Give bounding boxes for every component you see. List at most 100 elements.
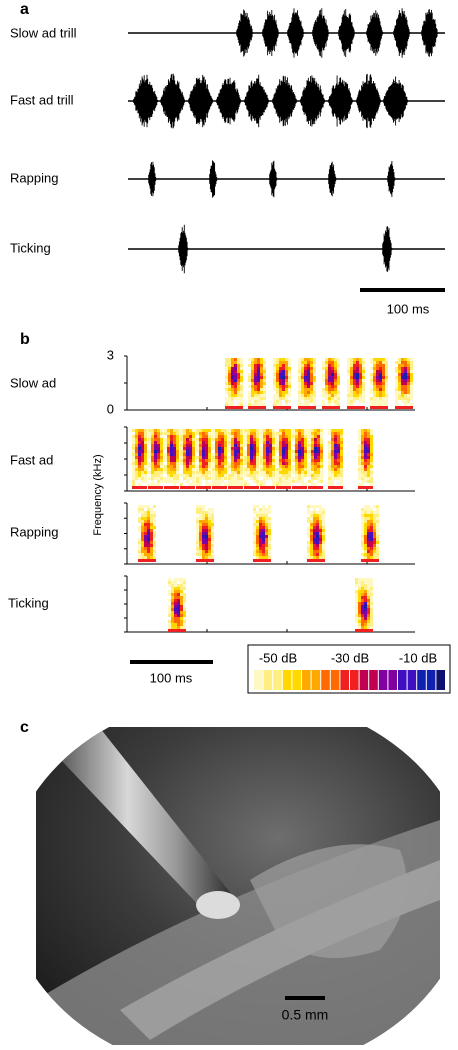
spectro-cell — [328, 376, 331, 379]
spectro-cell — [304, 474, 307, 477]
spectro-cell — [373, 514, 376, 517]
spectro-cell — [310, 523, 313, 526]
spectro-cell — [153, 550, 156, 553]
spectro-cell — [282, 438, 285, 441]
spectro-cell — [167, 471, 170, 474]
spectro-cell — [248, 385, 251, 388]
spectro-cell — [276, 391, 279, 394]
spectro-cell — [263, 376, 266, 379]
spectro-cell — [331, 477, 334, 480]
spectro-cell — [337, 382, 340, 385]
spectro-cell — [256, 505, 259, 508]
spectro-cell — [215, 441, 218, 444]
spectro-cell — [173, 462, 176, 465]
spectro-cell — [176, 453, 179, 456]
spectro-cell — [168, 611, 171, 614]
spectro-cell — [331, 480, 334, 483]
spectro-cell — [225, 397, 228, 400]
spectro-cell — [205, 447, 208, 450]
spectro-cell — [322, 550, 325, 553]
spectro-cell — [192, 486, 195, 489]
spectro-cell — [196, 438, 199, 441]
spectro-cell — [256, 547, 259, 550]
spectro-cell — [370, 447, 373, 450]
spectro-cell — [276, 403, 279, 406]
spectro-cell — [358, 614, 361, 617]
spectro-cell — [256, 511, 259, 514]
spectro-cell — [276, 400, 279, 403]
spectro-cell — [199, 459, 202, 462]
spectro-cell — [224, 477, 227, 480]
spectro-cell — [144, 541, 147, 544]
spectro-cell — [295, 441, 298, 444]
spectro-cell — [325, 394, 328, 397]
spectro-cell — [361, 620, 364, 623]
spectro-cell — [186, 456, 189, 459]
spectro-cell — [307, 505, 310, 508]
spectro-cell — [316, 517, 319, 520]
spectro-cell — [276, 456, 279, 459]
spectro-cell — [331, 388, 334, 391]
spectro-cell — [154, 429, 157, 432]
spectro-cell — [282, 468, 285, 471]
spectro-cell — [144, 474, 147, 477]
spectro-cell — [273, 385, 276, 388]
spectro-cell — [256, 459, 259, 462]
spectro-cell — [212, 486, 215, 489]
spectro-cell — [279, 468, 282, 471]
spectro-cell — [373, 364, 376, 367]
spectro-cell — [254, 394, 257, 397]
spectro-cell — [164, 486, 167, 489]
spectro-cell — [212, 435, 215, 438]
spectro-cell — [273, 370, 276, 373]
spectro-cell — [263, 459, 266, 462]
spectro-cell — [231, 391, 234, 394]
spectro-cell — [370, 547, 373, 550]
spectro-cell — [268, 505, 271, 508]
spectro-cell — [157, 480, 160, 483]
spectro-cell — [320, 453, 323, 456]
spectro-cell — [254, 400, 257, 403]
spectro-cell — [260, 397, 263, 400]
spectro-cell — [285, 486, 288, 489]
spectro-cell — [367, 529, 370, 532]
spectro-cell — [167, 462, 170, 465]
spectro-cell — [257, 394, 260, 397]
spectro-cell — [153, 514, 156, 517]
spectro-cell — [173, 453, 176, 456]
spectro-cell — [347, 403, 350, 406]
spectro-cell — [247, 471, 250, 474]
spectro-cell — [218, 462, 221, 465]
spectro-cell — [262, 505, 265, 508]
spectro-cell — [285, 465, 288, 468]
spectro-cell — [304, 465, 307, 468]
spectro-cell — [301, 459, 304, 462]
spectro-cell — [189, 429, 192, 432]
spectro-cell — [221, 444, 224, 447]
spectro-cell — [199, 559, 202, 562]
spectro-cell — [234, 477, 237, 480]
spectro-cell — [262, 559, 265, 562]
spectro-cell — [367, 532, 370, 535]
spectro-cell — [361, 432, 364, 435]
spectro-cell — [151, 444, 154, 447]
spectro-cell — [376, 517, 379, 520]
spectro-cell — [317, 435, 320, 438]
spectro-cell — [253, 520, 256, 523]
spectro-cell — [151, 483, 154, 486]
spectro-cell — [362, 382, 365, 385]
spectro-cell — [398, 397, 401, 400]
spectro-cell — [218, 435, 221, 438]
spectro-cell — [253, 456, 256, 459]
spectro-cell — [260, 370, 263, 373]
spectro-cell — [234, 358, 237, 361]
spectro-cell — [316, 505, 319, 508]
spectro-cell — [154, 438, 157, 441]
waveform — [236, 8, 439, 58]
spectro-cell — [196, 511, 199, 514]
spectro-cell — [199, 456, 202, 459]
spectro-cell — [176, 429, 179, 432]
spectro-cell — [160, 429, 163, 432]
spectro-cell — [138, 556, 141, 559]
spectro-cell — [215, 471, 218, 474]
